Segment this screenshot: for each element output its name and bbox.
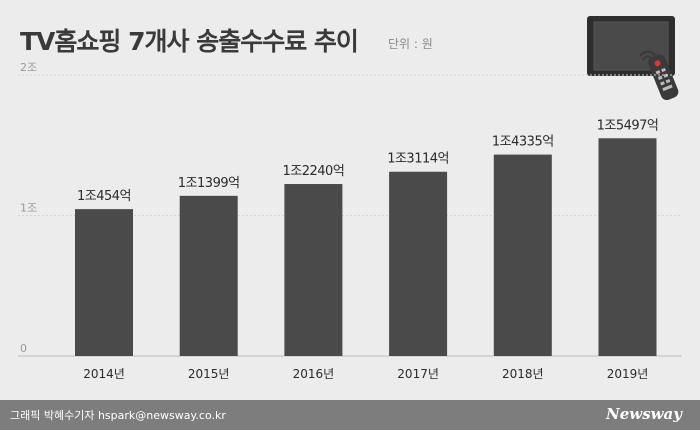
x-tick-label: 2017년 (397, 367, 439, 381)
data-label: 1조2240억 (283, 164, 345, 179)
brand-logo: Newsway (606, 405, 682, 423)
data-label: 1조3114억 (387, 152, 449, 167)
bar (284, 184, 343, 356)
bar (75, 209, 133, 356)
x-tick-label: 2018년 (502, 367, 544, 381)
chart-title: TV홈쇼핑 7개사 송출수수료 추이 (20, 27, 359, 56)
bar (598, 138, 657, 356)
data-label: 1조454억 (77, 189, 131, 204)
y-tick-label: 1조 (20, 202, 37, 215)
bar (179, 195, 238, 356)
x-tick-label: 2014년 (83, 367, 125, 381)
y-tick-label: 2조 (20, 61, 37, 74)
data-label: 1조4335억 (492, 135, 554, 150)
footer-credit: 그래픽 박혜수기자 hspark@newsway.co.kr (10, 409, 226, 422)
bar-chart: 0 1조 2조 1조454억 2014년 1조1399억 2015년 1조2240억 2016년… (18, 61, 682, 381)
data-label: 1조1399억 (178, 176, 240, 191)
data-label: 1조5497억 (597, 118, 659, 133)
bar (493, 154, 552, 356)
tv-remote-icon (587, 16, 679, 101)
unit-label: 단위 : 원 (388, 37, 433, 51)
y-tick-label: 0 (20, 342, 27, 355)
x-tick-label: 2019년 (607, 367, 649, 381)
x-tick-label: 2016년 (293, 367, 335, 381)
bar (389, 171, 448, 356)
footer-bar: 그래픽 박혜수기자 hspark@newsway.co.kr Newsway (0, 400, 700, 430)
x-tick-label: 2015년 (188, 367, 230, 381)
